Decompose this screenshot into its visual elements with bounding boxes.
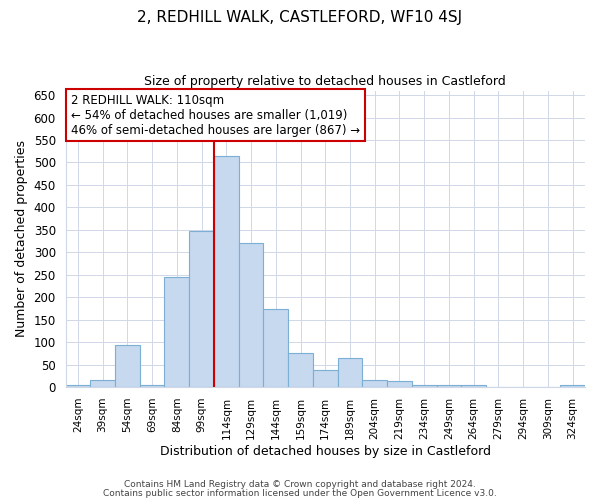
Bar bbox=[263, 309, 288, 387]
Bar bbox=[461, 385, 486, 387]
Bar bbox=[214, 156, 239, 387]
Bar bbox=[90, 380, 115, 387]
Bar bbox=[338, 358, 362, 387]
Bar bbox=[288, 354, 313, 387]
Bar bbox=[437, 385, 461, 387]
X-axis label: Distribution of detached houses by size in Castleford: Distribution of detached houses by size … bbox=[160, 444, 491, 458]
Bar bbox=[560, 386, 585, 387]
Bar bbox=[313, 370, 338, 387]
Bar bbox=[362, 380, 387, 387]
Bar bbox=[115, 346, 140, 387]
Bar bbox=[387, 382, 412, 387]
Bar bbox=[164, 276, 189, 387]
Bar bbox=[140, 385, 164, 387]
Bar bbox=[65, 385, 90, 387]
Bar bbox=[239, 244, 263, 387]
Y-axis label: Number of detached properties: Number of detached properties bbox=[15, 140, 28, 338]
Text: 2 REDHILL WALK: 110sqm
← 54% of detached houses are smaller (1,019)
46% of semi-: 2 REDHILL WALK: 110sqm ← 54% of detached… bbox=[71, 94, 360, 136]
Text: Contains public sector information licensed under the Open Government Licence v3: Contains public sector information licen… bbox=[103, 489, 497, 498]
Title: Size of property relative to detached houses in Castleford: Size of property relative to detached ho… bbox=[145, 75, 506, 88]
Text: 2, REDHILL WALK, CASTLEFORD, WF10 4SJ: 2, REDHILL WALK, CASTLEFORD, WF10 4SJ bbox=[137, 10, 463, 25]
Bar bbox=[412, 385, 437, 387]
Text: Contains HM Land Registry data © Crown copyright and database right 2024.: Contains HM Land Registry data © Crown c… bbox=[124, 480, 476, 489]
Bar bbox=[189, 230, 214, 387]
